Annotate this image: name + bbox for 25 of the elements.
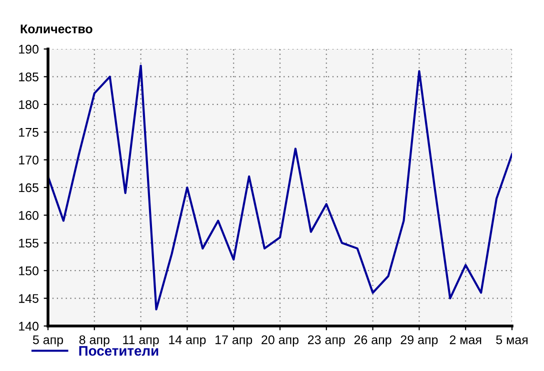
x-tick-label: 23 апр [308, 335, 345, 347]
y-tick-label: 170 [19, 156, 38, 164]
line-series [48, 64, 512, 310]
legend-label: Посетители [79, 346, 158, 356]
y-axis-title: Количество [20, 24, 92, 34]
x-tick-label: 8 апр [79, 335, 110, 347]
x-tick-label: 20 апр [262, 335, 298, 347]
x-tick-label: 2 мая [450, 335, 482, 344]
y-tick-label: 150 [19, 266, 38, 276]
x-tick-label: 26 апр [354, 335, 392, 347]
x-tick-label: 14 апр [169, 335, 206, 347]
x-tick-label: 5 апр [32, 335, 64, 347]
y-tick-label: 175 [19, 128, 38, 137]
x-tick-label: 29 апр [400, 335, 438, 347]
y-tick-label: 190 [19, 44, 38, 54]
x-tick-label: 5 мая [496, 335, 528, 344]
y-tick-label: 160 [19, 211, 38, 220]
y-tick-label: 140 [19, 322, 38, 331]
y-tick-label: 180 [19, 100, 38, 110]
y-tick-label: 155 [19, 238, 38, 248]
x-tick-label: 17 апр [216, 335, 252, 347]
y-tick-label: 145 [19, 294, 38, 303]
y-tick-label: 165 [19, 183, 38, 192]
x-tick-label: 11 апр [123, 335, 159, 347]
y-tick-label: 185 [19, 72, 38, 82]
